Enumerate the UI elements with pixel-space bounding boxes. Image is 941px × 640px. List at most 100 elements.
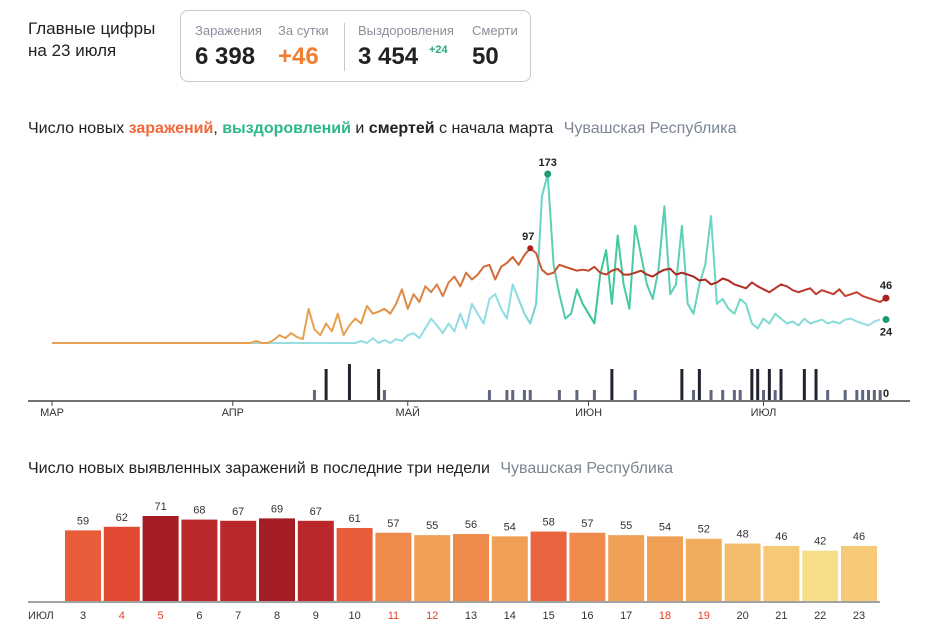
daily-bar	[414, 535, 451, 601]
daily-bar-value: 57	[387, 518, 399, 530]
header-date: на 23 июля	[28, 41, 117, 60]
daily-bar-value: 48	[736, 529, 748, 541]
chart1-title-recoveries: выздоровлений	[222, 120, 351, 137]
death-bar	[312, 390, 316, 400]
death-bar	[528, 390, 532, 400]
death-bar	[779, 369, 783, 400]
daily-bar-day: 11	[388, 610, 399, 622]
daily-bar-day: 4	[119, 610, 125, 622]
daily-bar-day: 14	[504, 610, 516, 622]
month-tick-label: ИЮН	[575, 407, 602, 419]
daily-bar-day: 9	[313, 610, 319, 622]
stat-deaths-label: Смерти	[472, 23, 518, 38]
daily-bar-day: 8	[274, 610, 280, 622]
chart1-title-infections: заражений	[128, 120, 214, 137]
stat-infections-value: 6 398	[195, 43, 256, 70]
stat-deaths-value: 50	[472, 43, 499, 70]
daily-bar	[841, 545, 877, 601]
chart1-title-part3: и	[350, 120, 369, 137]
key-stats-panel: Заражения 6 398 За сутки +46 Выздоровлен…	[180, 10, 531, 82]
daily-bar-day: 19	[698, 610, 710, 622]
daily-bar-day: 23	[853, 610, 865, 622]
daily-bar-value: 71	[154, 501, 166, 513]
death-bar	[592, 390, 596, 400]
daily-bar	[491, 536, 528, 601]
infections-peak-dot	[527, 245, 534, 252]
death-bar	[522, 390, 526, 400]
daily-bar-value: 52	[698, 524, 710, 536]
daily-bar	[103, 526, 140, 601]
death-bar	[347, 364, 351, 400]
chart1-title-deaths: смертей	[368, 120, 435, 137]
daily-bar-value: 62	[116, 512, 128, 524]
death-bar	[505, 390, 509, 400]
death-bar	[324, 369, 328, 400]
header-title: Главные цифры на 23 июля	[28, 18, 155, 62]
bars-month-label: ИЮЛ	[28, 610, 54, 622]
daily-bar-day: 17	[620, 610, 632, 622]
daily-bar	[259, 518, 295, 601]
daily-bar	[297, 520, 334, 601]
month-tick-label: МАЙ	[396, 406, 420, 419]
recoveries-line	[52, 173, 881, 344]
death-bar	[738, 390, 742, 400]
death-bar	[756, 369, 760, 400]
infections-last-label: 46	[880, 280, 892, 292]
daily-bar-value: 67	[310, 506, 322, 518]
daily-bar-day: 3	[80, 610, 86, 622]
daily-bar-value: 61	[348, 513, 360, 525]
daily-bar	[724, 543, 761, 601]
daily-bar	[181, 519, 218, 601]
daily-bar-value: 54	[504, 521, 516, 533]
deaths-last-label: 0	[883, 388, 889, 400]
daily-bar-value: 56	[465, 519, 477, 531]
daily-bar-day: 12	[426, 610, 438, 622]
death-bar	[872, 390, 876, 400]
death-bar	[633, 390, 637, 400]
death-bar	[814, 369, 818, 400]
daily-bar-value: 55	[620, 520, 632, 532]
death-bar	[709, 390, 713, 400]
daily-bar	[569, 532, 606, 601]
death-bar	[750, 369, 754, 400]
death-bar	[826, 390, 830, 400]
daily-bar	[220, 520, 257, 601]
death-bar	[610, 369, 614, 400]
recoveries-last-label: 24	[880, 327, 893, 339]
death-bar	[802, 369, 806, 400]
daily-bar	[142, 516, 179, 601]
daily-bar-day: 22	[814, 610, 826, 622]
chart2-title-text: Число новых выявленных заражений в после…	[28, 460, 490, 477]
daily-bar	[685, 538, 722, 601]
infections-peak-label: 97	[522, 231, 534, 243]
death-bar	[855, 390, 859, 400]
daily-bar-day: 7	[235, 610, 241, 622]
daily-bar-value: 42	[814, 536, 826, 548]
stat-recoveries-label: Выздоровления	[358, 23, 454, 38]
daily-bar-day: 10	[348, 610, 360, 622]
daily-bar-day: 5	[158, 610, 164, 622]
daily-bar-value: 46	[853, 531, 865, 543]
daily-bar-day: 16	[581, 610, 593, 622]
daily-bar-value: 46	[775, 531, 787, 543]
death-bar	[861, 390, 865, 400]
death-bar	[557, 390, 561, 400]
chart1-region: Чувашская Республика	[563, 120, 737, 137]
recoveries-last-dot	[882, 316, 890, 324]
infections-last-dot	[882, 294, 890, 302]
stat-infections-label: Заражения	[195, 23, 262, 38]
death-bar	[867, 390, 871, 400]
daily-bar-day: 6	[196, 610, 202, 622]
daily-bar-day: 13	[465, 610, 477, 622]
daily-bar	[647, 536, 683, 601]
header-title-line1: Главные цифры	[28, 19, 156, 38]
stat-daily-value: +46	[278, 43, 319, 70]
death-bar	[680, 369, 684, 400]
daily-bar	[453, 533, 489, 601]
daily-bar-value: 54	[659, 521, 671, 533]
daily-bar-value: 57	[581, 518, 593, 530]
daily-bar-value: 68	[193, 505, 205, 517]
death-bar	[697, 369, 701, 400]
daily-bar-value: 58	[542, 517, 554, 529]
